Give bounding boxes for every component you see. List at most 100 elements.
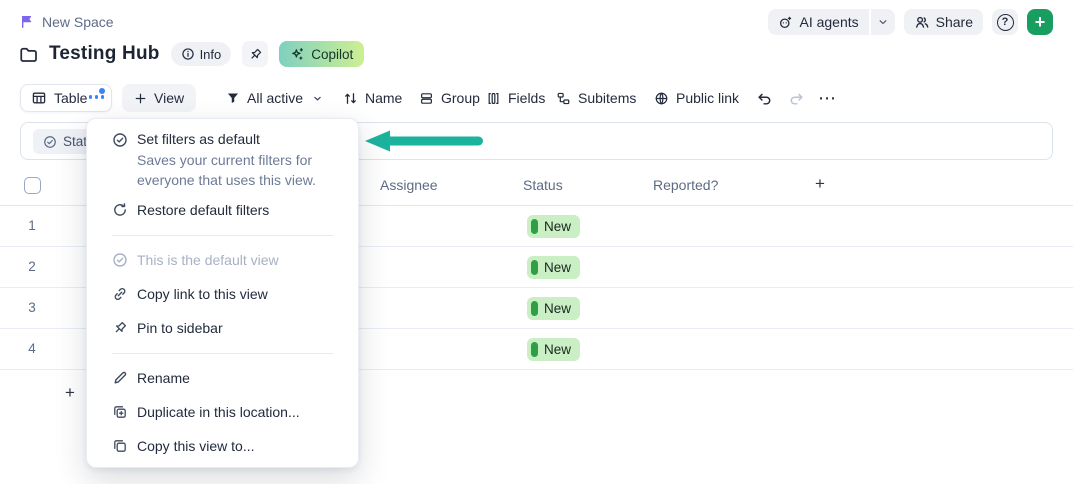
link-icon (112, 286, 128, 302)
people-icon (914, 14, 930, 30)
undo-button[interactable] (756, 84, 773, 112)
menu-item-copy-view-to[interactable]: Copy this view to... (87, 429, 358, 463)
chevron-down-icon (877, 16, 889, 28)
menu-item-duplicate[interactable]: Duplicate in this location... (87, 395, 358, 429)
subitems-button[interactable]: Subitems (556, 84, 636, 112)
sparkles-icon (290, 47, 305, 62)
menu-item-pin-to-sidebar[interactable]: Pin to sidebar (87, 311, 358, 345)
page-title: Testing Hub (49, 43, 160, 64)
tab-options-icon[interactable] (88, 95, 104, 99)
row-number: 3 (28, 300, 36, 315)
menu-item-label: This is the default view (137, 252, 279, 268)
breadcrumb-space[interactable]: New Space (19, 14, 114, 30)
status-badge-label: New (544, 301, 572, 316)
plus-icon (134, 92, 147, 105)
public-link-label: Public link (676, 90, 740, 106)
menu-item-label: Restore default filters (137, 202, 270, 218)
help-button[interactable]: ? (992, 9, 1018, 35)
status-bar-icon (531, 342, 538, 357)
funnel-icon (226, 91, 240, 105)
column-header-reported[interactable]: Reported? (653, 177, 719, 193)
menu-item-copy-link[interactable]: Copy link to this view (87, 277, 358, 311)
table-header: Assignee Status Reported? + (0, 166, 1073, 206)
menu-item-label: Set filters as default (137, 131, 260, 147)
add-column-button[interactable]: + (815, 174, 825, 193)
undo-icon (756, 90, 773, 107)
add-view-label: View (154, 90, 185, 106)
ai-agents-dropdown-button[interactable] (870, 9, 895, 35)
notification-dot (99, 88, 105, 94)
row-number: 4 (28, 341, 36, 356)
status-badge[interactable]: New (527, 297, 581, 320)
group-button[interactable]: Group (419, 84, 480, 112)
ai-agents-button[interactable]: AI agents (768, 9, 869, 35)
view-toolbar: Table View All active Name (0, 84, 1073, 112)
folder-icon (18, 44, 38, 64)
topbar-actions: AI agents Share ? + (768, 9, 1053, 35)
flag-icon (19, 14, 35, 30)
status-badge[interactable]: New (527, 215, 581, 238)
view-options-menu: Set filters as default Saves your curren… (86, 118, 359, 468)
status-badge[interactable]: New (527, 338, 581, 361)
pin-view-button[interactable] (242, 41, 269, 67)
copilot-button[interactable]: Copilot (279, 41, 365, 67)
menu-item-rename[interactable]: Rename (87, 361, 358, 395)
sort-button[interactable]: Name (343, 84, 402, 112)
add-row-button[interactable]: + (65, 383, 75, 402)
info-icon (181, 47, 195, 61)
menu-item-set-filters-default[interactable]: Set filters as default Saves your curren… (87, 125, 358, 188)
status-bar-icon (531, 260, 538, 275)
menu-item-label: Rename (137, 370, 190, 386)
chevron-down-icon (312, 93, 323, 104)
add-view-button[interactable]: View (122, 84, 197, 112)
status-badge-label: New (544, 219, 572, 234)
pin-icon (112, 320, 128, 336)
fields-icon (486, 91, 501, 106)
toolbar-more-button[interactable]: ⋯ (818, 87, 837, 108)
annotation-arrow (363, 128, 491, 154)
tab-table[interactable]: Table (20, 84, 112, 112)
status-badge-label: New (544, 260, 572, 275)
status-bar-icon (531, 219, 538, 234)
menu-divider (87, 227, 358, 243)
ai-agents-control: AI agents (768, 9, 895, 35)
menu-item-restore-default-filters[interactable]: Restore default filters (87, 193, 358, 227)
column-header-assignee[interactable]: Assignee (380, 177, 438, 193)
fields-label: Fields (508, 90, 546, 106)
robot-icon (778, 15, 793, 30)
menu-item-label: Duplicate in this location... (137, 404, 300, 420)
info-label: Info (199, 46, 222, 62)
group-icon (419, 91, 434, 106)
group-label: Group (441, 90, 480, 106)
sort-arrows-icon (343, 91, 358, 106)
menu-item-label: Pin to sidebar (137, 320, 223, 336)
redo-icon (788, 90, 805, 107)
status-badge[interactable]: New (527, 256, 581, 279)
row-number: 1 (28, 218, 36, 233)
check-circle-icon (112, 252, 128, 268)
column-header-status[interactable]: Status (523, 177, 563, 193)
public-link-button[interactable]: Public link (654, 84, 739, 112)
pin-icon (248, 47, 263, 62)
select-all-checkbox[interactable] (24, 177, 41, 194)
fields-button[interactable]: Fields (486, 84, 545, 112)
share-button[interactable]: Share (903, 9, 983, 35)
row-number: 2 (28, 259, 36, 274)
check-circle-icon (43, 135, 57, 149)
subitems-label: Subitems (578, 90, 637, 106)
tab-table-label: Table (54, 90, 88, 106)
page-header: Testing Hub Info Copilot (18, 40, 365, 68)
info-button[interactable]: Info (170, 42, 232, 66)
globe-icon (654, 91, 669, 106)
subitems-icon (556, 91, 571, 106)
sort-label: Name (365, 90, 403, 106)
filter-label: All active (247, 90, 304, 106)
pencil-icon (112, 370, 128, 386)
menu-item-subtitle: Saves your current filters for everyone … (137, 152, 316, 188)
question-mark-icon: ? (996, 13, 1014, 31)
filter-button[interactable]: All active (226, 84, 323, 112)
redo-button[interactable] (788, 84, 805, 112)
create-new-button[interactable]: + (1027, 9, 1053, 35)
menu-divider (87, 345, 358, 361)
